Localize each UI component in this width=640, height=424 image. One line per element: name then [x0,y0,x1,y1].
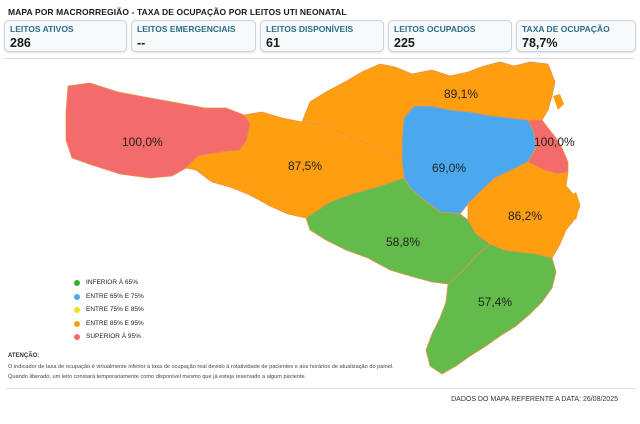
card-leitos-ocupados[interactable]: LEITOS OCUPADOS 225 [388,20,512,52]
legend-dot [74,307,80,313]
footer-divider [6,388,636,389]
card-taxa-ocupacao[interactable]: TAXA DE OCUPAÇÃO 78,7% [516,20,636,52]
legend-label: ENTRE 85% E 95% [86,319,144,327]
card-label: LEITOS EMERGENCIAIS [137,24,236,34]
region-sul[interactable] [425,243,557,375]
card-leitos-disponiveis[interactable]: LEITOS DISPONÍVEIS 61 [260,20,384,52]
card-value: 78,7% [522,36,558,50]
attention-title: ATENÇÃO: [8,353,40,359]
label-extremo-oeste: 100,0% [122,135,163,149]
kpi-cards: LEITOS ATIVOS 286 LEITOS EMERGENCIAIS --… [4,20,636,54]
label-serra: 58,8% [386,235,420,249]
card-value: 286 [10,36,31,50]
legend-label: INFERIOR À 65% [86,279,139,286]
island-santa-catarina [570,192,580,220]
legend-dot [74,293,80,300]
card-label: LEITOS ATIVOS [10,24,74,34]
card-value: 61 [266,36,280,50]
card-leitos-ativos[interactable]: LEITOS ATIVOS 286 [4,20,127,52]
card-value: -- [137,36,146,50]
card-leitos-emergenciais[interactable]: LEITOS EMERGENCIAIS -- [131,20,256,52]
card-label: TAXA DE OCUPAÇÃO [522,24,610,34]
label-sul: 57,4% [478,295,512,309]
attention-line-2: Quando liberado, um leito constará tempo… [8,374,307,380]
label-oeste: 87,5% [288,159,322,173]
label-foz-itajai: 100,0% [534,135,575,149]
legend-dot [74,320,80,327]
region-planalto-norte[interactable] [301,61,556,161]
card-label: LEITOS OCUPADOS [394,24,476,34]
label-vale-itajai: 69,0% [432,161,466,175]
label-planalto-norte: 89,1% [444,87,478,101]
legend-dot [74,280,80,286]
label-grande-florianopolis: 86,2% [508,209,542,223]
page-title: MAPA POR MACRORREGIÃO - TAXA DE OCUPAÇÃO… [8,7,347,17]
card-value: 225 [394,36,415,50]
map-panel [4,58,634,389]
card-label: LEITOS DISPONÍVEIS [266,24,354,34]
island-sao-francisco [553,94,564,110]
legend-dot [74,334,80,340]
legend-label: ENTRE 65% E 75% [86,292,144,300]
legend-label: ENTRE 75% E 85% [86,306,144,313]
map-date: DADOS DO MAPA REFERENTE A DATA: 26/08/20… [451,396,618,403]
attention-line-1: O indicador de taxa de ocupação é virtua… [8,364,394,370]
legend-label: SUPERIOR À 95% [86,333,141,340]
